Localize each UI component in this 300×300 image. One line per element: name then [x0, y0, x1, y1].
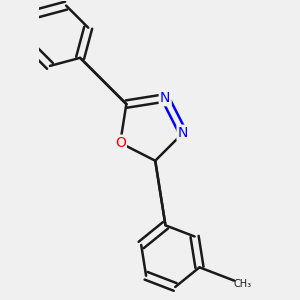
Text: CH₃: CH₃	[233, 279, 251, 289]
Text: N: N	[160, 91, 170, 105]
Text: N: N	[178, 126, 188, 140]
Text: O: O	[115, 136, 126, 150]
